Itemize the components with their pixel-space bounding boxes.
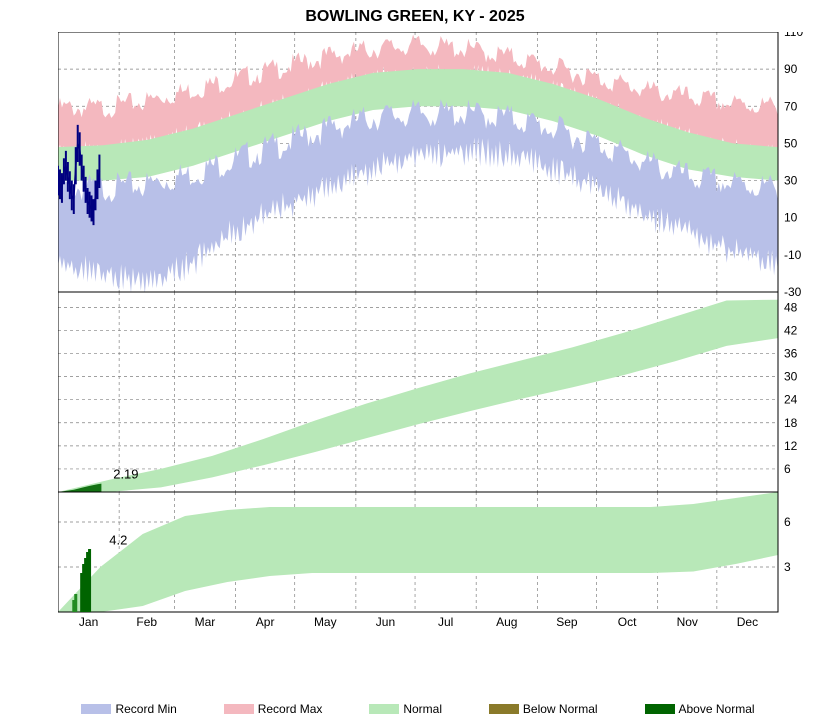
legend-swatch (81, 704, 111, 714)
svg-text:10: 10 (784, 211, 798, 225)
legend-item: Above Normal (645, 702, 755, 716)
svg-text:90: 90 (784, 62, 798, 76)
chart-title: BOWLING GREEN, KY - 2025 (0, 8, 830, 26)
svg-text:Sep: Sep (556, 615, 578, 629)
svg-text:-30: -30 (784, 285, 802, 299)
legend-item: Below Normal (489, 702, 598, 716)
climate-chart-container: BOWLING GREEN, KY - 2025 -30-30-10-10101… (0, 0, 830, 720)
svg-text:Aug: Aug (496, 615, 517, 629)
legend-row: Record Min Record Max Normal Below Normal Ab… (58, 702, 778, 716)
svg-text:12: 12 (784, 439, 798, 453)
svg-text:30: 30 (784, 370, 798, 384)
svg-text:6: 6 (784, 515, 791, 529)
svg-text:Jan: Jan (79, 615, 98, 629)
svg-text:3: 3 (784, 560, 791, 574)
legend-label: Above Normal (679, 702, 755, 716)
legend-label: Record Min (115, 702, 176, 716)
legend-item: Record Min (81, 702, 176, 716)
svg-text:Nov: Nov (677, 615, 698, 629)
legend-label: Below Normal (523, 702, 598, 716)
legend-swatch (645, 704, 675, 714)
svg-text:Apr: Apr (256, 615, 275, 629)
legend-swatch (369, 704, 399, 714)
chart-svg: -30-30-10-1010103030505070709090110110Te… (58, 32, 818, 672)
svg-text:30: 30 (784, 174, 798, 188)
legend-item: Record Max (224, 702, 323, 716)
legend-item: Normal (369, 702, 442, 716)
svg-text:36: 36 (784, 347, 798, 361)
legend-label: Record Max (258, 702, 323, 716)
svg-text:2.19: 2.19 (113, 467, 138, 482)
svg-text:24: 24 (784, 393, 798, 407)
svg-text:110: 110 (784, 32, 803, 39)
svg-text:18: 18 (784, 416, 798, 430)
svg-text:Jul: Jul (438, 615, 453, 629)
svg-text:Feb: Feb (136, 615, 157, 629)
svg-text:50: 50 (784, 136, 798, 150)
svg-text:Dec: Dec (737, 615, 758, 629)
svg-text:42: 42 (784, 323, 798, 337)
svg-text:May: May (314, 615, 337, 629)
legend-label: Normal (403, 702, 442, 716)
legend-swatch (224, 704, 254, 714)
legend-swatch (489, 704, 519, 714)
svg-text:Mar: Mar (195, 615, 216, 629)
svg-text:Oct: Oct (618, 615, 637, 629)
svg-text:-10: -10 (784, 248, 802, 262)
svg-text:70: 70 (784, 99, 798, 113)
svg-text:6: 6 (784, 462, 791, 476)
svg-text:48: 48 (784, 300, 798, 314)
svg-text:Jun: Jun (376, 615, 395, 629)
chart-area: -30-30-10-1010103030505070709090110110Te… (58, 32, 778, 692)
svg-text:4.2: 4.2 (109, 533, 127, 548)
